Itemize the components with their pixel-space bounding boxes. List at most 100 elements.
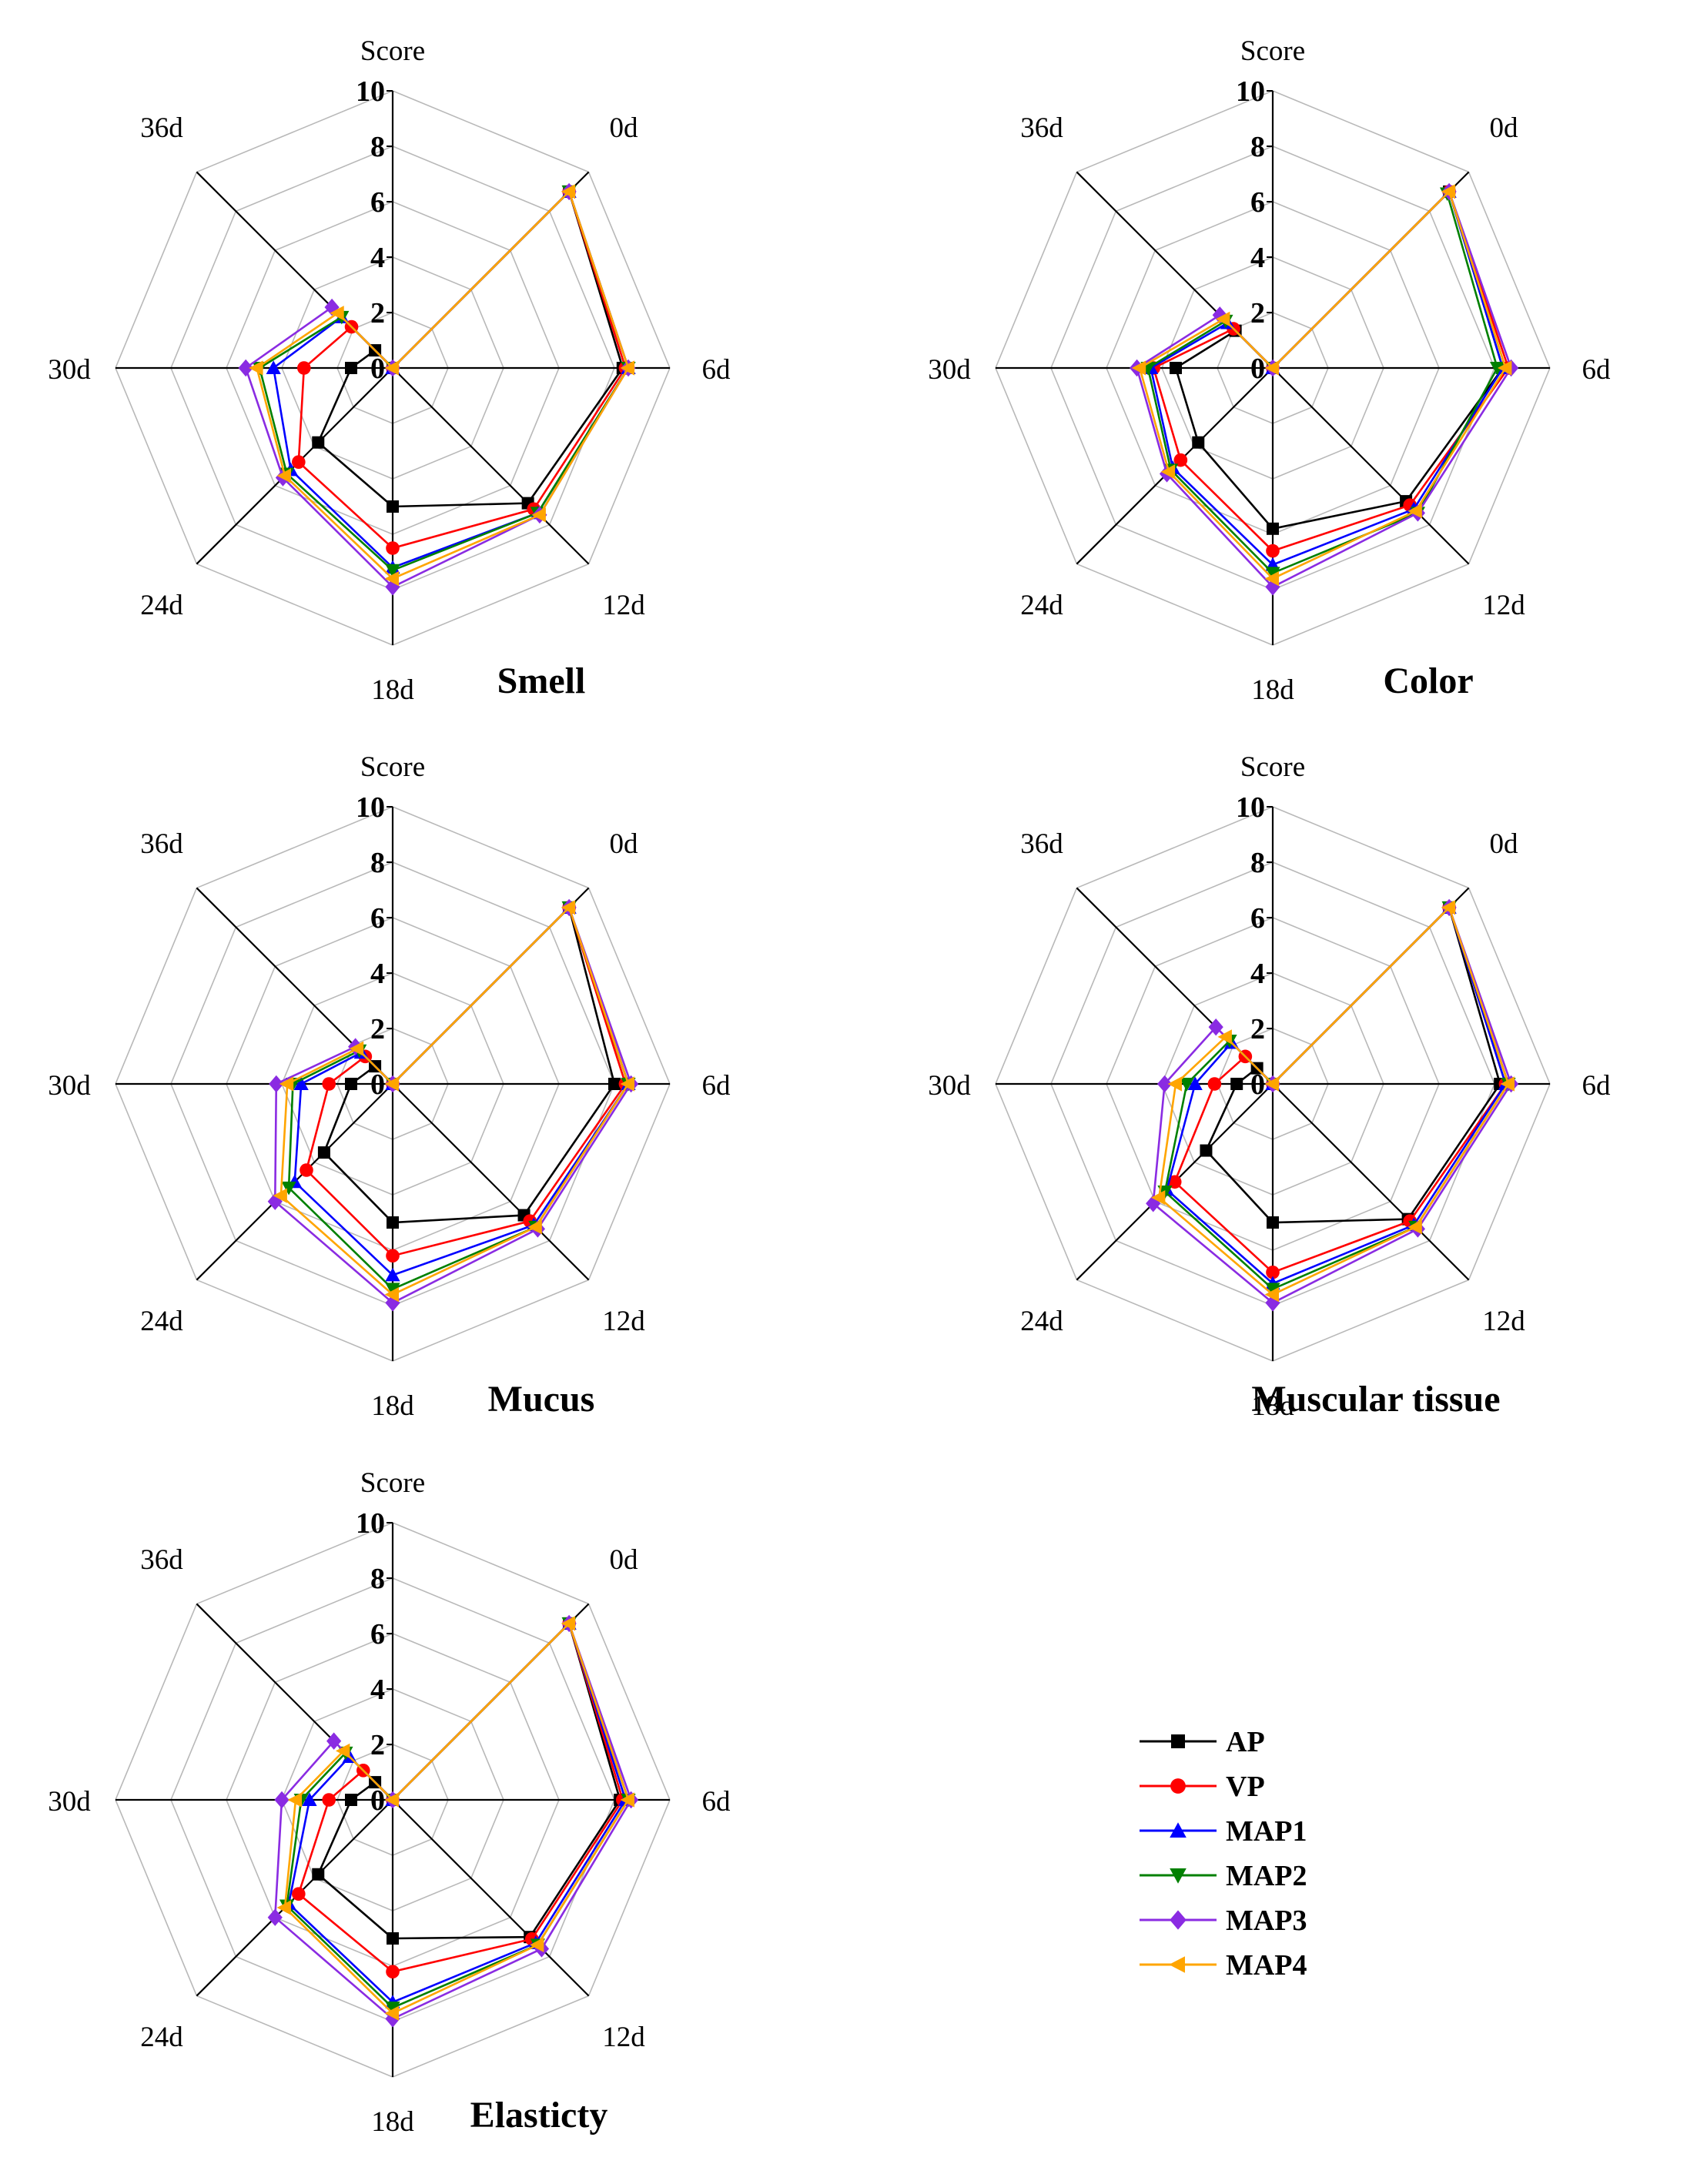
score-label: Score [360,751,425,783]
score-label: Score [1240,35,1305,67]
data-point-vp-18d [386,1965,400,1978]
tick-label: 4 [1250,242,1265,274]
data-point-map4-18d [1264,571,1279,587]
tick-label: 10 [1236,75,1265,108]
data-point-map4-0d [1441,184,1456,199]
data-point-map4-36d [335,1743,350,1758]
data-point-map4 [1264,360,1279,376]
axis-label-12d: 12d [1482,590,1525,621]
tick-label: 6 [370,1618,385,1651]
data-point-map4-36d [1217,1029,1232,1045]
legend-label-ap: AP [1226,1726,1265,1758]
tick-label: 4 [1250,958,1265,990]
axis-label-18d: 18d [371,674,414,706]
axis-spoke [392,1799,590,1997]
legend-marker-map2 [1170,1868,1187,1884]
data-point-ap-24d [1200,1144,1213,1157]
series-map4 [273,900,634,1303]
axis-label-12d: 12d [602,1306,645,1337]
data-point-map4-30d [279,1076,294,1092]
data-point-map4-18d [384,1287,399,1303]
chart-title-muscular-tissue: Muscular tissue [1251,1379,1500,1420]
data-point-map2-30d [1179,1078,1194,1092]
axis-label-30d: 30d [928,1070,971,1102]
data-point-map4-18d [384,571,399,587]
tick-label: 8 [370,1563,385,1595]
data-point-vp-24d [292,1887,306,1901]
data-point-map4-24d [1150,1190,1166,1206]
data-point-map2-18d [385,1283,400,1296]
tick-label: 8 [1250,847,1265,879]
radar-chart-smell: 0 2 4 6 8 10 Score 0d 6d 12d 18d 24d 30d 36d Smell [48,35,731,706]
data-point-map1-18d [385,1267,400,1282]
axis-label-12d: 12d [602,590,645,621]
radar-chart-elasticty: 0 2 4 6 8 10 Score 0d 6d 12d 18d 24d 30d 36d Elasticty [48,1467,731,2138]
radar-chart-muscular-tissue: 0 2 4 6 8 10 Score 0d 6d 12d 18d 24d 30d 36d Muscular … [928,751,1611,1422]
tick-label: 10 [356,1507,385,1540]
data-point-map4-36d [1215,311,1230,326]
data-point-map4-12d [529,1937,544,1952]
data-point-map1-30d [293,1076,309,1090]
data-point-map3-36d [326,1732,342,1750]
data-point-map4-6d [620,1076,634,1092]
data-point-vp-24d [1173,453,1188,467]
data-point-ap-24d [312,436,325,449]
data-point-ap-24d [312,1868,325,1881]
data-point-map3-24d [267,1908,283,1926]
data-point-map4-12d [1407,503,1422,519]
data-point-map4-18d [384,2005,399,2021]
data-point-map2-18d [385,2002,400,2015]
axis-label-0d: 0d [610,112,639,144]
data-point-vp-18d [386,541,400,555]
axis-label-18d: 18d [371,2106,414,2138]
data-point-map3-18d [385,1294,400,1312]
legend-marker-vp [1170,1778,1186,1794]
data-point-map2-18d [1265,1283,1280,1296]
data-point-map4-24d [273,1188,287,1203]
chart-title-elasticty: Elasticty [470,2095,608,2136]
legend-marker-map3 [1170,1910,1187,1930]
data-point-ap-6d [608,1078,621,1090]
data-point-map2-24d [281,1181,296,1196]
legend: AP VP MAP1 MAP2 MAP3 MAP4 [1140,1726,1307,1982]
legend-entry-ap: AP [1140,1726,1265,1758]
data-point-vp-30d [1207,1077,1222,1091]
data-point-map4-36d [330,306,344,321]
axis-label-24d: 24d [1020,590,1063,621]
axis-label-36d: 36d [140,1544,183,1576]
tick-label: 0 [370,1784,385,1817]
data-point-map3-18d [1265,1294,1280,1312]
axis-label-30d: 30d [48,1786,91,1818]
tick-label: 8 [1250,131,1265,163]
data-point-map4-0d [1441,900,1456,915]
data-point-ap-18d [387,1216,399,1229]
data-point-vp-18d [1266,1266,1280,1279]
data-point-map3-36d [1208,1018,1223,1036]
legend-entry-map3: MAP3 [1140,1905,1307,1937]
data-point-map3-36d [324,298,340,316]
data-point-map3-30d [238,359,253,377]
data-point-map4-30d [249,360,263,376]
axis-label-24d: 24d [140,590,183,621]
radar-panels: 0 2 4 6 8 10 Score 0d 6d 12d 18d 24d 30d 36d Smell 0 2 4 6… [48,35,1611,2138]
data-point-vp-24d [292,455,306,469]
axis-label-0d: 0d [1490,112,1519,144]
data-point-ap-18d [1267,1216,1279,1229]
axis-label-12d: 12d [602,2022,645,2053]
data-point-map3-18d [385,578,400,596]
data-point-ap-30d [345,362,357,374]
legend-entry-vp: VP [1140,1771,1265,1803]
tick-label: 2 [370,297,385,329]
axis-label-30d: 30d [48,1070,91,1102]
axis-label-24d: 24d [140,2022,183,2053]
axis-label-18d: 18d [1251,674,1294,706]
legend-label-map1: MAP1 [1226,1815,1307,1848]
chart-title-color: Color [1383,661,1473,701]
axis-label-0d: 0d [610,1544,639,1576]
data-point-map4-6d [620,1792,634,1808]
tick-label: 10 [356,75,385,108]
axis-label-24d: 24d [1020,1306,1063,1337]
axis-label-36d: 36d [140,112,183,144]
data-point-map4 [384,1792,399,1808]
